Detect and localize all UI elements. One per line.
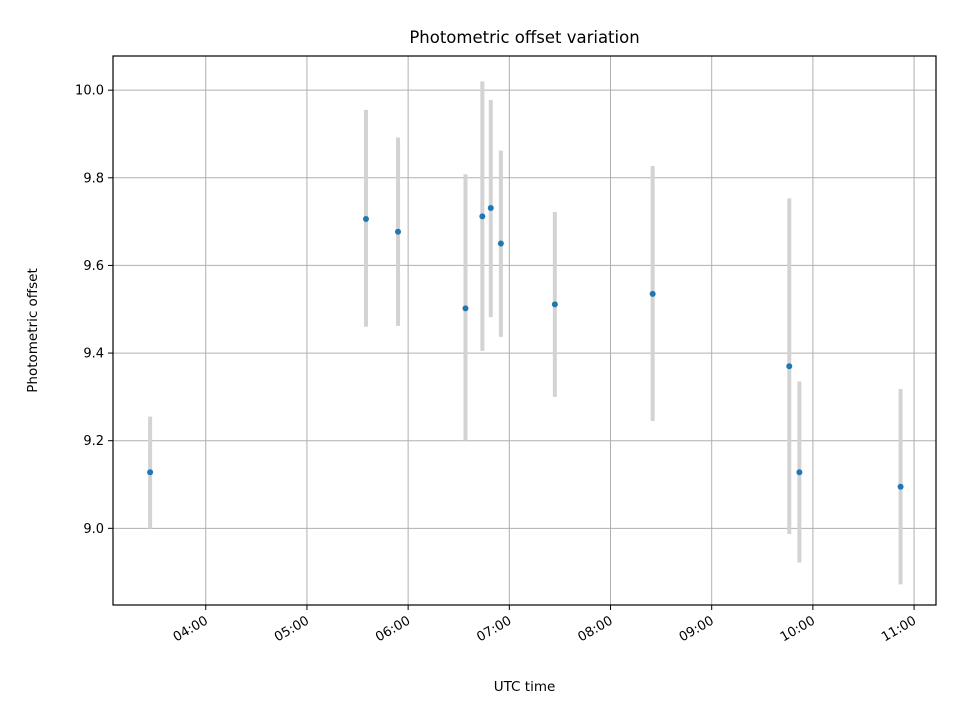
y-axis-ticks: 9.0 9.2 9.4 9.6 9.8 10.0	[75, 84, 113, 537]
y-tick-label: 9.2	[83, 434, 104, 449]
y-axis-label: Photometric offset	[25, 268, 41, 392]
data-point	[479, 213, 486, 220]
data-point	[796, 469, 803, 476]
y-tick-label: 9.6	[83, 259, 104, 274]
y-tick-label: 10.0	[75, 84, 104, 99]
data-point	[462, 305, 469, 312]
data-point	[497, 240, 504, 247]
data-points	[147, 205, 904, 490]
data-point	[147, 469, 154, 476]
data-point	[786, 363, 793, 370]
data-point	[649, 290, 656, 297]
data-point	[897, 483, 904, 490]
y-tick-label: 9.4	[83, 347, 104, 362]
plot-frame	[112, 55, 937, 606]
grid	[113, 56, 936, 605]
data-point	[362, 215, 369, 222]
data-point	[551, 301, 558, 308]
y-tick-label: 9.8	[83, 171, 104, 186]
x-axis-label: UTC time	[494, 679, 556, 695]
data-point	[487, 205, 494, 212]
y-tick-label: 9.0	[83, 522, 104, 537]
data-point	[395, 228, 402, 235]
chart-title: Photometric offset variation	[409, 28, 639, 47]
